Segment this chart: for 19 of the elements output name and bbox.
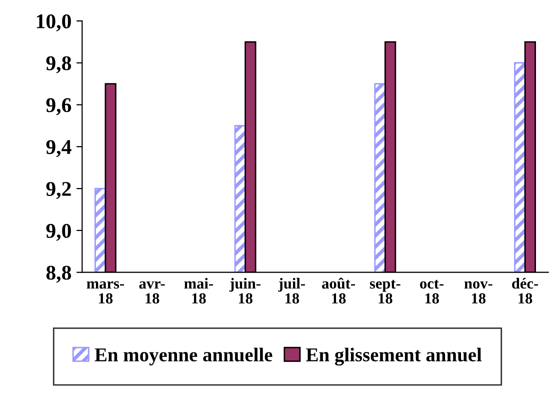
x-tick-label: juil- 18 — [278, 278, 305, 304]
legend-label: En moyenne annuelle — [94, 348, 272, 366]
y-tick-label: 9,6 — [46, 98, 72, 116]
y-tick-label: 9,0 — [46, 224, 71, 241]
x-tick-label: sept- 18 — [370, 280, 400, 304]
y-tick-label: 10,0 — [36, 14, 71, 32]
y-tick-label: 9,2 — [46, 182, 71, 200]
y-tick-label: 8,8 — [46, 266, 72, 283]
x-tick-label: déc- 18 — [512, 278, 538, 304]
y-tick-label: 9,4 — [46, 140, 72, 158]
x-tick-label: nov- 18 — [464, 281, 492, 304]
legend-label: En glissement annuel — [306, 348, 482, 366]
x-tick-label: mars- 18 — [86, 281, 124, 304]
x-tick-label: mai- 18 — [184, 278, 213, 304]
x-tick-label: oct- 18 — [420, 280, 444, 304]
x-tick-label: avr- 18 — [139, 281, 165, 304]
x-tick-label: août- 18 — [322, 278, 355, 304]
x-tick-label: juin- 18 — [229, 278, 260, 304]
y-tick-label: 9,8 — [46, 56, 72, 74]
